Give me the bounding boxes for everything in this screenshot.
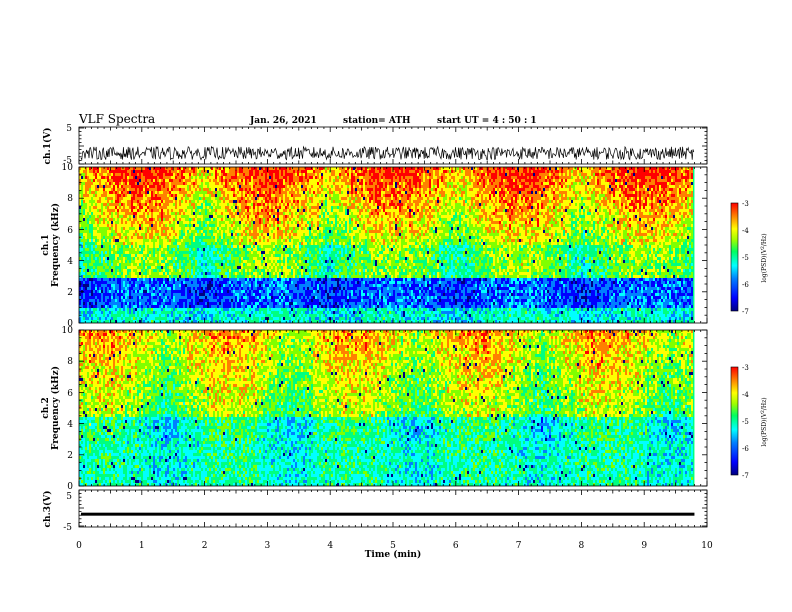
ch2-colorbar (730, 366, 739, 476)
x-axis-label: Time (min) (365, 549, 422, 560)
ch1-spectrogram-ylabel-channel: ch.1 (41, 234, 51, 255)
ch2-cbar-tick-m6: -6 (742, 445, 749, 453)
ch1-cbar-tick-m5: -5 (742, 254, 749, 262)
x-tick-8: 8 (579, 541, 585, 551)
ch2-spec-ytick-2: 2 (67, 451, 73, 461)
ch1-colorbar-label: log(PSD)(V2/Hz) (760, 233, 768, 282)
figure-title: VLF Spectra (78, 112, 155, 126)
ch2-cbar-tick-m7: -7 (742, 472, 749, 480)
ch1-spec-ytick-4: 4 (67, 257, 73, 267)
ch2-spec-ytick-6: 6 (67, 389, 73, 399)
ch2-spectrogram-image (79, 330, 695, 486)
ch2-cbar-tick-m3: -3 (742, 364, 749, 372)
ch1-cbar-tick-m3: -3 (742, 200, 749, 208)
ch2-colorbar-label: log(PSD)(V2/Hz) (760, 397, 768, 446)
x-tick-0: 0 (76, 541, 82, 551)
ch3-ytick-top: 5 (66, 492, 72, 502)
ch2-spec-ytick-4: 4 (67, 420, 73, 430)
ch1-spec-ytick-10: 10 (62, 163, 74, 173)
x-tick-labels: 0 1 2 3 4 5 6 7 8 9 10 (76, 541, 713, 551)
ch3-waveform-line (81, 512, 695, 516)
ch1-ytick-top: 5 (66, 124, 72, 134)
ch1-waveform-line (80, 145, 695, 161)
ch1-ytick-bottom: -5 (63, 156, 72, 166)
ch1-spec-ytick-0: 0 (67, 319, 73, 329)
ch3-ytick-bottom: -5 (63, 523, 72, 533)
ch2-cbar-tick-m4: -4 (742, 391, 749, 399)
ch1-spectrogram-yticks: 0 2 4 6 8 10 (62, 163, 74, 329)
ch1-spec-ytick-8: 8 (67, 194, 73, 204)
ch1-colorbar (730, 202, 739, 312)
date-label: Jan. 26, 2021 (249, 116, 317, 126)
x-tick-9: 9 (641, 541, 647, 551)
ch1-cbar-tick-m4: -4 (742, 227, 749, 235)
x-tick-4: 4 (327, 541, 333, 551)
ch2-spec-ytick-10: 10 (62, 326, 74, 336)
station-label: station= ATH (343, 116, 411, 126)
x-tick-3: 3 (265, 541, 271, 551)
ch3-waveform-frame (78, 489, 708, 528)
ch3-waveform-band (81, 512, 695, 516)
ch2-spectrogram-ylabel: Frequency (kHz) (50, 366, 61, 450)
x-tick-2: 2 (202, 541, 208, 551)
ch1-cbar-tick-m7: -7 (742, 308, 749, 316)
start-ut-label: start UT = 4 : 50 : 1 (437, 116, 537, 126)
x-tick-10: 10 (701, 541, 713, 551)
ch1-cbar-tick-m6: -6 (742, 281, 749, 289)
ch3-waveform-ylabel: ch.3(V) (42, 491, 53, 528)
ch2-spectrogram-yticks: 0 2 4 6 8 10 (62, 326, 74, 492)
ch2-cbar-tick-m5: -5 (742, 418, 749, 426)
ch1-spec-ytick-6: 6 (67, 226, 73, 236)
ch2-spectrogram-ylabel-channel: ch.2 (41, 397, 51, 418)
ch1-spec-ytick-2: 2 (67, 288, 73, 298)
x-tick-1: 1 (139, 541, 145, 551)
ch1-waveform-ylabel: ch.1(V) (42, 128, 53, 165)
axis-ticks (78, 127, 708, 527)
ch1-spectrogram-ylabel: Frequency (kHz) (50, 203, 61, 287)
ch1-spectrogram-image (79, 167, 695, 323)
x-tick-6: 6 (453, 541, 459, 551)
ch1-colorbar-ticks: -3 -4 -5 -6 -7 (742, 200, 749, 316)
x-tick-5: 5 (390, 541, 396, 551)
ch2-colorbar-ticks: -3 -4 -5 -6 -7 (742, 364, 749, 480)
x-tick-7: 7 (516, 541, 522, 551)
ch2-spec-ytick-8: 8 (67, 357, 73, 367)
ch2-spec-ytick-0: 0 (67, 482, 73, 492)
